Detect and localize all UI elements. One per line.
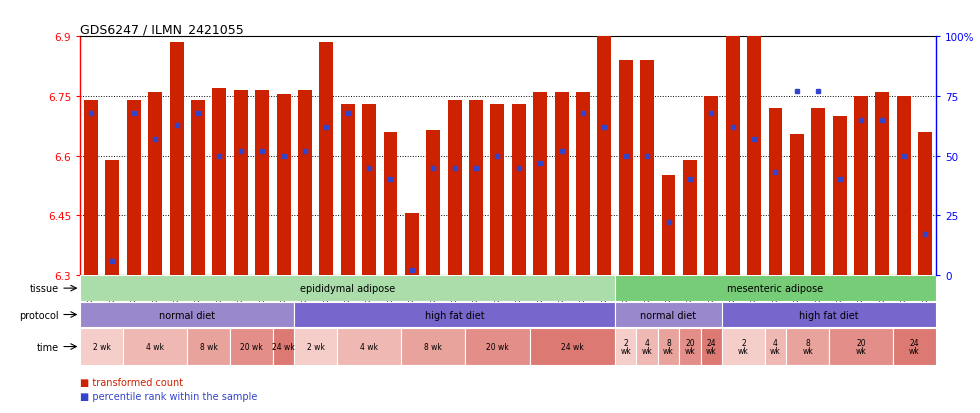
Bar [918, 133, 932, 275]
Bar [294, 302, 615, 328]
Bar [255, 91, 270, 275]
Bar [84, 101, 98, 275]
Bar [555, 93, 568, 275]
Text: epididymal adipose: epididymal adipose [300, 283, 395, 293]
Bar [786, 329, 829, 365]
Bar [170, 43, 183, 275]
Bar [636, 329, 658, 365]
Bar [363, 104, 376, 275]
Bar [191, 101, 205, 275]
Text: GDS6247 / ILMN_2421055: GDS6247 / ILMN_2421055 [80, 23, 244, 36]
Bar [768, 109, 782, 275]
Bar [662, 176, 675, 275]
Text: ■ percentile rank within the sample: ■ percentile rank within the sample [80, 391, 258, 401]
Bar [512, 104, 526, 275]
Text: 8
wk: 8 wk [663, 338, 674, 355]
Text: tissue: tissue [29, 283, 59, 293]
Bar [897, 97, 910, 275]
Text: 2 wk: 2 wk [93, 342, 111, 351]
Bar [234, 91, 248, 275]
Text: 24 wk: 24 wk [561, 342, 584, 351]
Text: 4 wk: 4 wk [146, 342, 165, 351]
Bar [319, 43, 333, 275]
Bar [875, 93, 890, 275]
Bar [405, 214, 418, 275]
Bar [276, 95, 290, 275]
Bar [533, 93, 547, 275]
Bar [658, 329, 679, 365]
Text: high fat diet: high fat diet [799, 310, 858, 320]
Bar [469, 101, 483, 275]
Bar [80, 302, 294, 328]
Text: 24
wk: 24 wk [909, 338, 920, 355]
Bar [272, 329, 294, 365]
Bar [80, 329, 123, 365]
Bar [764, 329, 786, 365]
Bar [722, 329, 764, 365]
Bar [123, 329, 187, 365]
Text: 4
wk: 4 wk [642, 338, 653, 355]
Bar [893, 329, 936, 365]
Bar [576, 93, 590, 275]
Bar [701, 329, 722, 365]
Bar [829, 329, 893, 365]
Text: time: time [37, 342, 59, 352]
Text: 20
wk: 20 wk [685, 338, 695, 355]
Bar [679, 329, 701, 365]
Bar [490, 104, 505, 275]
Bar [401, 329, 466, 365]
Text: 4
wk: 4 wk [770, 338, 781, 355]
Bar [615, 329, 636, 365]
Bar [126, 101, 141, 275]
Bar [747, 37, 761, 275]
Bar [811, 109, 825, 275]
Text: 4 wk: 4 wk [360, 342, 378, 351]
Bar [615, 302, 722, 328]
Bar [598, 37, 612, 275]
Text: protocol: protocol [20, 310, 59, 320]
Text: 8 wk: 8 wk [424, 342, 442, 351]
Text: mesenteric adipose: mesenteric adipose [727, 283, 823, 293]
Bar [529, 329, 615, 365]
Bar [615, 276, 936, 301]
Bar [337, 329, 401, 365]
Bar [705, 97, 718, 275]
Bar [790, 134, 804, 275]
Text: high fat diet: high fat diet [425, 310, 484, 320]
Bar [294, 329, 337, 365]
Text: 8
wk: 8 wk [803, 338, 813, 355]
Bar [833, 116, 847, 275]
Text: normal diet: normal diet [641, 310, 697, 320]
Text: 24
wk: 24 wk [706, 338, 716, 355]
Text: ■ transformed count: ■ transformed count [80, 377, 183, 387]
Bar [383, 133, 398, 275]
Bar [80, 276, 615, 301]
Bar [213, 89, 226, 275]
Text: 24 wk: 24 wk [272, 342, 295, 351]
Text: normal diet: normal diet [159, 310, 216, 320]
Text: 20
wk: 20 wk [856, 338, 866, 355]
Bar [855, 97, 868, 275]
Text: 20 wk: 20 wk [240, 342, 263, 351]
Bar [640, 61, 654, 275]
Bar [683, 160, 697, 275]
Text: 8 wk: 8 wk [200, 342, 218, 351]
Bar [618, 61, 633, 275]
Text: 20 wk: 20 wk [486, 342, 509, 351]
Bar [187, 329, 230, 365]
Text: 2 wk: 2 wk [307, 342, 324, 351]
Bar [426, 131, 440, 275]
Bar [298, 91, 312, 275]
Bar [448, 101, 462, 275]
Bar [230, 329, 272, 365]
Bar [726, 37, 740, 275]
Text: 2
wk: 2 wk [620, 338, 631, 355]
Bar [106, 160, 120, 275]
Bar [341, 104, 355, 275]
Bar [466, 329, 529, 365]
Bar [722, 302, 936, 328]
Text: 2
wk: 2 wk [738, 338, 749, 355]
Bar [148, 93, 162, 275]
